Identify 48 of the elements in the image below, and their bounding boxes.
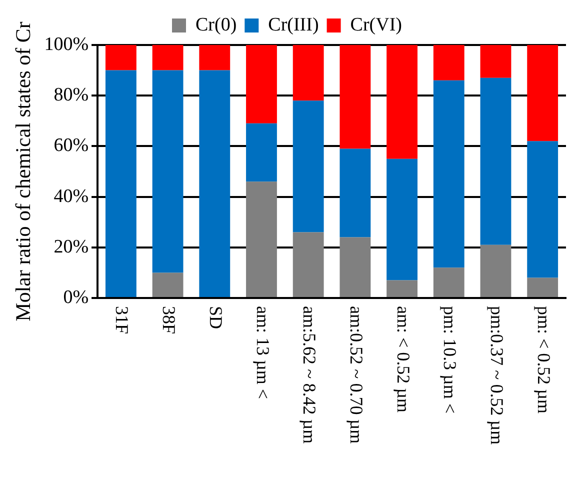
x-tick-label: pm: 10.3 µm < [440, 306, 460, 414]
x-tick-label: 31F [112, 306, 132, 334]
bar [340, 148, 371, 238]
y-tick-label: 80% [54, 84, 89, 106]
bar [340, 45, 371, 149]
bar [480, 78, 512, 245]
bar [152, 272, 184, 297]
bar [433, 45, 464, 80]
bar [340, 237, 371, 297]
x-tick-label: am: < 0.52 µm [393, 306, 414, 413]
bar [292, 100, 324, 232]
legend-label: Cr(VI) [350, 14, 402, 36]
x-tick-label: am: 13 µm < [252, 306, 273, 400]
y-tick-label: 20% [54, 236, 89, 258]
bar [386, 158, 418, 280]
bar [246, 123, 277, 182]
x-tick-label: am:5.62 ~ 8.42 µm [300, 306, 320, 444]
bar [433, 80, 464, 268]
x-tick-label: 38F [159, 306, 180, 334]
bar [527, 278, 558, 297]
bar [246, 45, 277, 124]
x-tick-label: pm:0.37 ~ 0.52 µm [486, 306, 507, 445]
legend-label: Cr(0) [196, 14, 237, 36]
bar [433, 268, 464, 297]
y-tick-label: 0% [63, 286, 89, 308]
legend-label: Cr(III) [268, 14, 319, 36]
x-tick-label: pm: < 0.52 µm [534, 306, 554, 414]
bar [527, 141, 558, 278]
x-tick-label: SD [206, 306, 226, 330]
bar [199, 70, 230, 297]
bar [105, 45, 136, 70]
bar [105, 70, 136, 297]
x-tick-label: am:0.52 ~ 0.70 µm [346, 306, 366, 444]
bar [480, 244, 512, 297]
bar [152, 45, 184, 70]
y-tick-label: 60% [54, 135, 89, 156]
y-tick-label: 40% [54, 186, 89, 207]
bar [292, 232, 324, 297]
bar [292, 45, 324, 101]
bar [386, 45, 418, 159]
y-tick-label: 100% [44, 34, 89, 55]
bar [480, 45, 512, 78]
y-axis-title: Molar ratio of chemical states of Cr [11, 22, 36, 322]
bar [386, 280, 418, 297]
bar [199, 45, 230, 70]
bar [246, 182, 277, 297]
bar [527, 45, 558, 142]
bar [152, 70, 184, 273]
